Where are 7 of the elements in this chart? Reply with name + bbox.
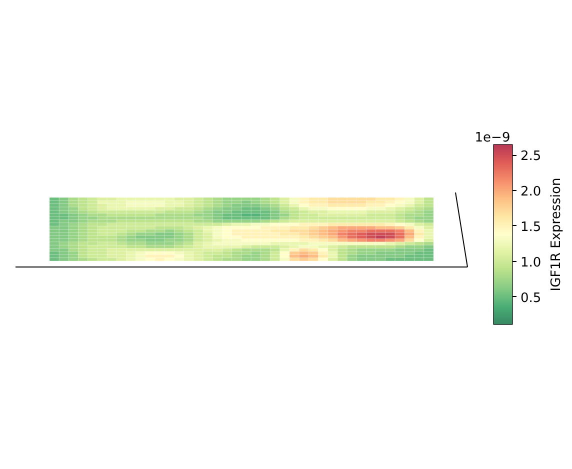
color-bar-title: IGF1R Expression — [549, 178, 564, 292]
text: 1e−9 — [474, 130, 510, 146]
color-bar-label: 1.0 — [520, 255, 542, 270]
color-bar-label: 2.5 — [520, 149, 542, 164]
color-bar-label: 2.0 — [520, 184, 542, 200]
color-bar-label: 0.5 — [520, 290, 542, 306]
color-bar-label: 1.5 — [520, 220, 542, 235]
